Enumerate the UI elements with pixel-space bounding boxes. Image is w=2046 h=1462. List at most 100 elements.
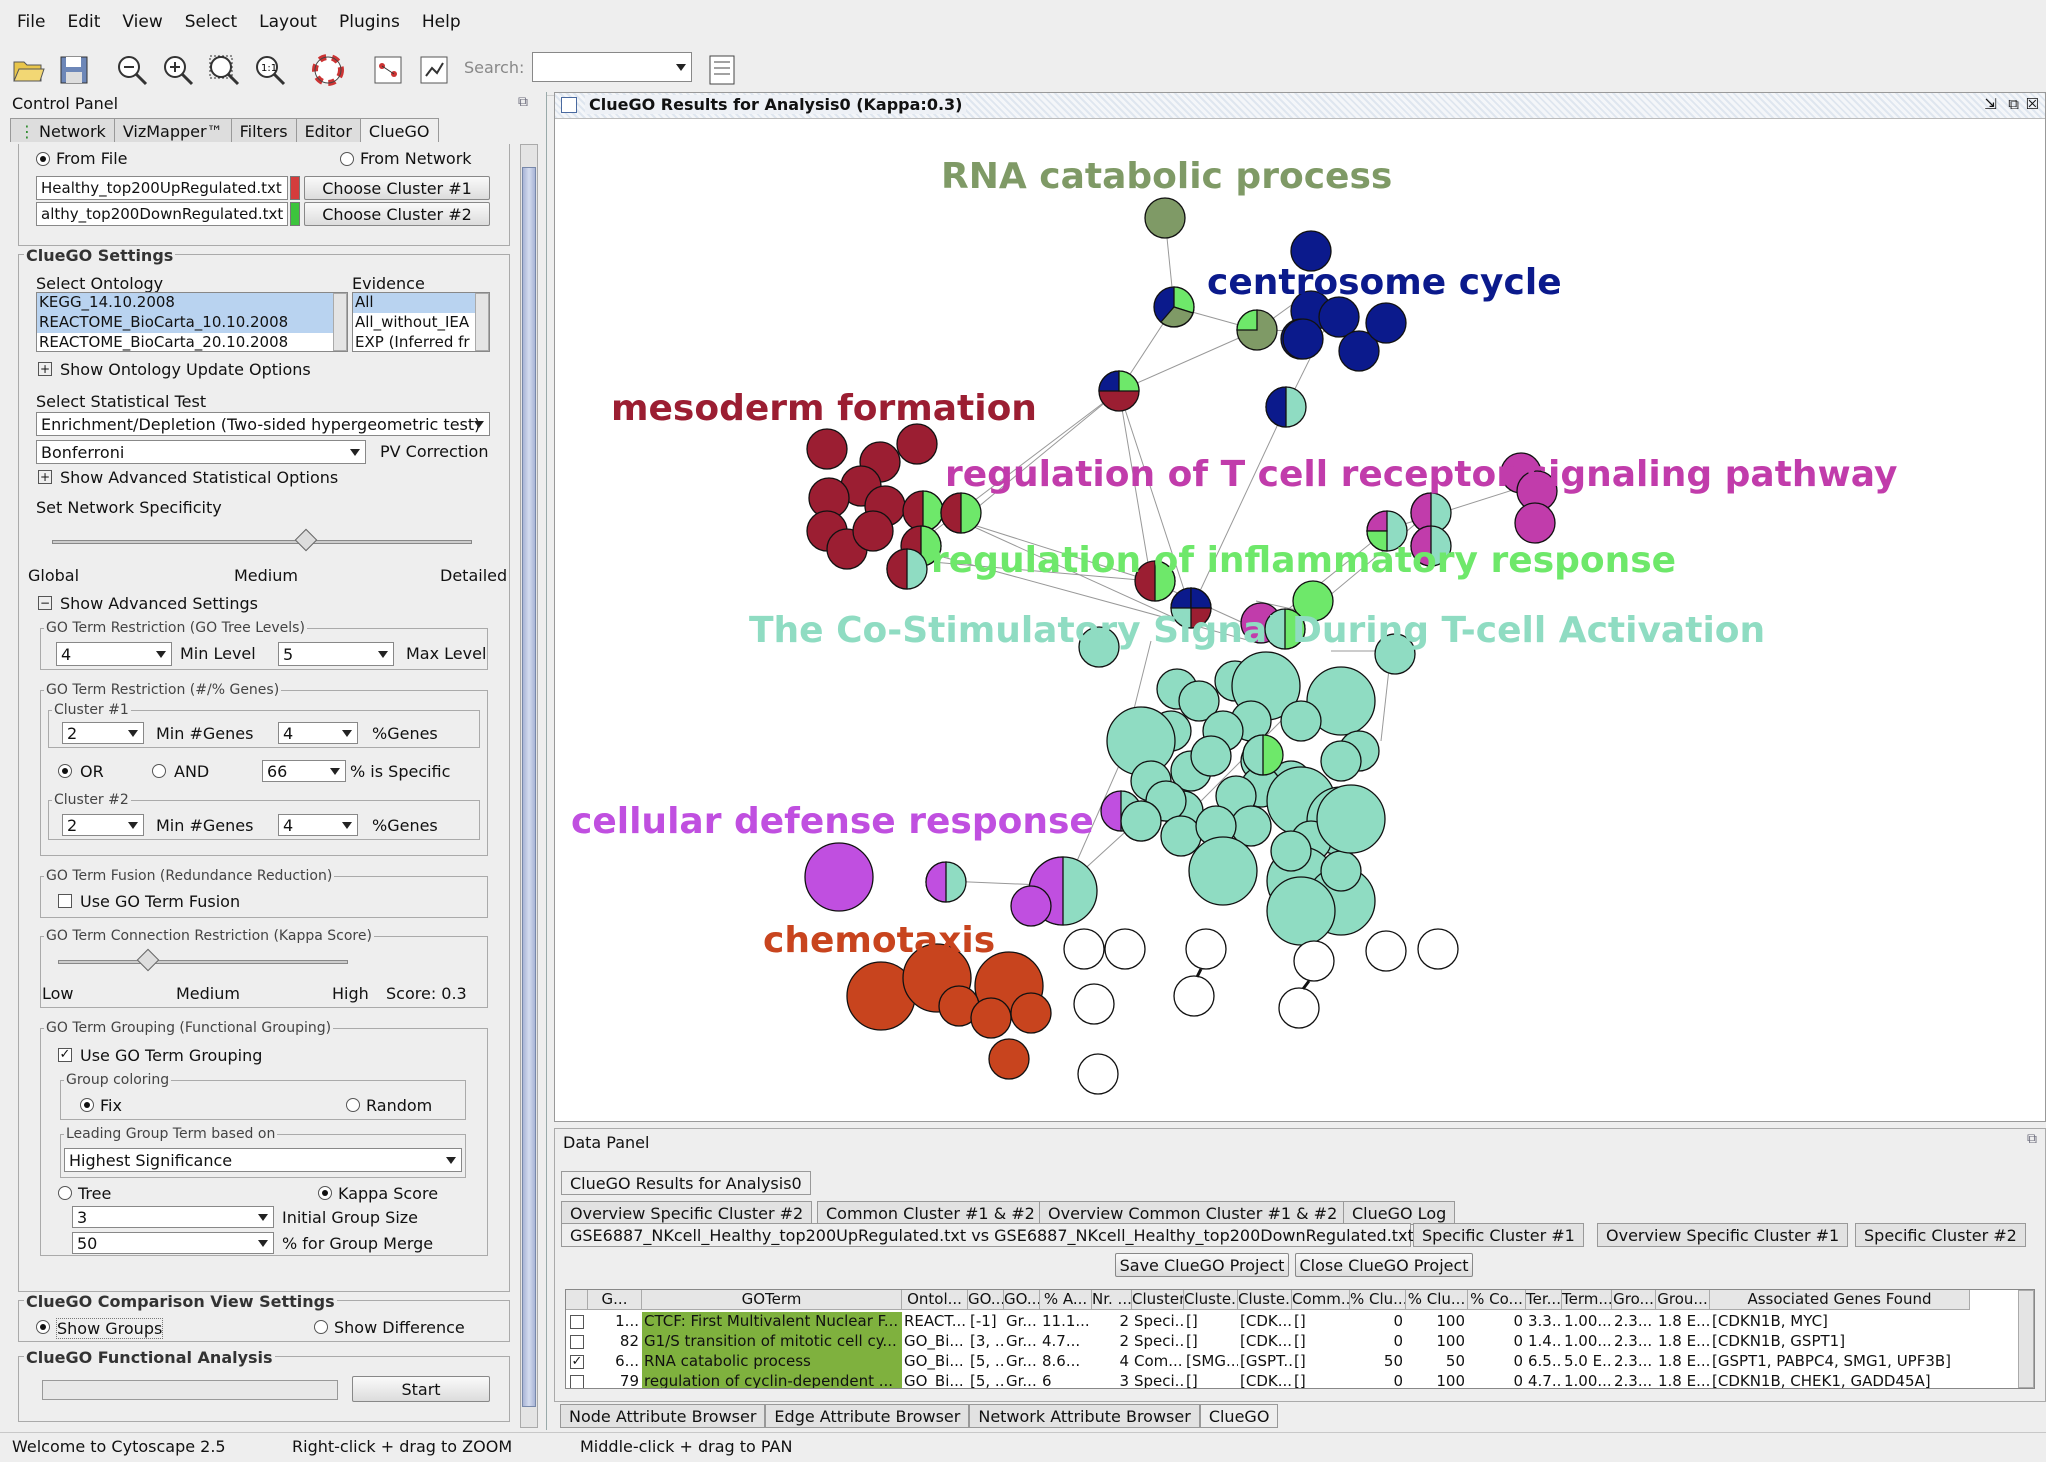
table-cell[interactable]: Speci...: [1134, 1372, 1184, 1389]
zoom-in-icon[interactable]: [160, 52, 196, 88]
table-cell[interactable]: 1.8 E...: [1658, 1312, 1710, 1330]
table-cell[interactable]: regulation of cyclin-dependent ...: [642, 1372, 902, 1388]
evidence-item[interactable]: All: [353, 293, 489, 313]
evidence-item[interactable]: All_without_IEA: [355, 313, 470, 331]
column-header[interactable]: Cluste...: [1184, 1290, 1238, 1310]
column-header[interactable]: Ontol...: [902, 1290, 968, 1310]
c1-pct-genes-select[interactable]: 4: [278, 722, 358, 744]
specificity-slider-track[interactable]: [52, 540, 472, 544]
table-cell[interactable]: 4.7...: [1042, 1332, 1081, 1350]
zoom-out-icon[interactable]: [114, 52, 150, 88]
close-project-button[interactable]: Close ClueGO Project: [1295, 1253, 1473, 1277]
ontology-item[interactable]: REACTOME_BioCarta_10.10.2008: [37, 313, 347, 333]
tab-common[interactable]: Common Cluster #1 & #2: [817, 1201, 1044, 1225]
tab-specific2[interactable]: Specific Cluster #2: [1855, 1223, 2026, 1247]
table-cell[interactable]: 100: [1436, 1332, 1465, 1350]
specific-select[interactable]: 66: [262, 760, 346, 782]
table-cell[interactable]: 2.3...: [1614, 1352, 1653, 1370]
cluster1-color-swatch[interactable]: [290, 176, 300, 200]
float-panel-icon[interactable]: ⧉: [518, 94, 528, 110]
tab-overview-specific2[interactable]: Overview Specific Cluster #2: [561, 1201, 813, 1225]
row-checkbox[interactable]: [570, 1315, 584, 1329]
table-cell[interactable]: CTCF: First Multivalent Nuclear F...: [642, 1312, 902, 1332]
show-adv-stat-toggle[interactable]: Show Advanced Statistical Options: [60, 468, 339, 487]
collapse-icon[interactable]: −: [38, 596, 52, 610]
table-cell[interactable]: 4.7...: [1528, 1372, 1562, 1389]
table-cell[interactable]: 2.3...: [1614, 1332, 1653, 1350]
table-cell[interactable]: [3, ...: [970, 1332, 1004, 1350]
table-cell[interactable]: GO_Bi...: [904, 1372, 964, 1389]
tab-network-attributes[interactable]: Network Attribute Browser: [969, 1404, 1200, 1428]
table-cell[interactable]: [5, ...: [970, 1352, 1004, 1370]
table-cell[interactable]: 1.4...: [1528, 1332, 1562, 1350]
table-cell[interactable]: Gr...: [1006, 1312, 1037, 1330]
ontology-list[interactable]: KEGG_14.10.2008 REACTOME_BioCarta_10.10.…: [36, 292, 348, 352]
save-project-button[interactable]: Save ClueGO Project: [1115, 1253, 1289, 1277]
menu-select[interactable]: Select: [184, 12, 238, 32]
maximize-icon[interactable]: ⧉: [2008, 95, 2019, 113]
table-cell[interactable]: []: [1294, 1332, 1306, 1350]
from-file-radio[interactable]: [36, 152, 50, 166]
random-radio[interactable]: [346, 1098, 360, 1112]
use-fusion-checkbox[interactable]: [58, 894, 72, 908]
table-cell[interactable]: REACT...: [904, 1312, 967, 1330]
table-cell[interactable]: 6...: [615, 1352, 639, 1370]
table-cell[interactable]: [CDK...: [1240, 1372, 1292, 1389]
column-header[interactable]: Associated Genes Found: [1710, 1290, 1970, 1310]
table-cell[interactable]: 3.3...: [1528, 1312, 1562, 1330]
row-checkbox[interactable]: [570, 1335, 584, 1349]
table-cell[interactable]: 0: [1513, 1312, 1523, 1330]
tab-comparison[interactable]: GSE6887_NKcell_Healthy_top200UpRegulated…: [561, 1223, 1414, 1247]
evidence-scrollbar[interactable]: [475, 293, 489, 351]
table-cell[interactable]: [CDKN1B, GSPT1]: [1712, 1332, 1846, 1350]
ontology-scrollbar[interactable]: [333, 293, 347, 351]
c2-min-genes-select[interactable]: 2: [62, 814, 144, 836]
show-update-toggle[interactable]: Show Ontology Update Options: [60, 360, 311, 379]
tab-network[interactable]: ⋮ Network: [10, 118, 115, 142]
show-difference-radio[interactable]: [314, 1320, 328, 1334]
min-level-select[interactable]: 4: [56, 642, 172, 666]
menu-file[interactable]: File: [17, 12, 46, 32]
kappa-radio[interactable]: [318, 1186, 332, 1200]
tab-editor[interactable]: Editor: [295, 118, 361, 142]
table-cell[interactable]: 50: [1383, 1352, 1403, 1370]
evidence-list[interactable]: All All_without_IEA EXP (Inferred fr: [352, 292, 490, 352]
tab-cluego-log[interactable]: ClueGO Log: [1343, 1201, 1456, 1225]
menu-view[interactable]: View: [122, 12, 163, 32]
choose-cluster1-button[interactable]: Choose Cluster #1: [304, 176, 490, 200]
ontology-item[interactable]: REACTOME_BioCarta_20.10.2008: [39, 333, 289, 351]
search-options-icon[interactable]: [704, 52, 740, 88]
table-cell[interactable]: [SMG...: [1186, 1352, 1238, 1370]
start-button[interactable]: Start: [352, 1376, 490, 1402]
tab-vizmapper[interactable]: VizMapper™: [113, 118, 232, 142]
menu-help[interactable]: Help: [421, 12, 461, 32]
choose-cluster2-button[interactable]: Choose Cluster #2: [304, 202, 490, 226]
tab-edge-attributes[interactable]: Edge Attribute Browser: [765, 1404, 970, 1428]
minimize-icon[interactable]: ⇲: [1984, 95, 1997, 113]
menu-layout[interactable]: Layout: [259, 12, 317, 32]
column-header[interactable]: Comm...: [1292, 1290, 1350, 1310]
float-panel-icon[interactable]: ⧉: [2027, 1131, 2037, 1147]
table-cell[interactable]: 5.0 E...: [1564, 1352, 1612, 1370]
table-cell[interactable]: 6: [1042, 1372, 1052, 1389]
table-cell[interactable]: 2: [1119, 1312, 1129, 1330]
control-panel-scrollbar[interactable]: [520, 144, 538, 1428]
column-header[interactable]: Nr. ...: [1092, 1290, 1132, 1310]
table-cell[interactable]: 79: [619, 1372, 639, 1389]
table-cell[interactable]: 1.00...: [1564, 1372, 1612, 1389]
table-cell[interactable]: 2: [1119, 1332, 1129, 1350]
table-cell[interactable]: [CDKN1B, MYC]: [1712, 1312, 1828, 1330]
c2-pct-genes-select[interactable]: 4: [278, 814, 358, 836]
tab-cluego-bottom[interactable]: ClueGO: [1199, 1404, 1279, 1428]
cluster2-color-swatch[interactable]: [290, 202, 300, 226]
column-header[interactable]: Cluste...: [1238, 1290, 1292, 1310]
close-icon[interactable]: ☒: [2025, 95, 2039, 113]
row-checkbox[interactable]: [570, 1375, 584, 1388]
ontology-item[interactable]: KEGG_14.10.2008: [37, 293, 347, 313]
table-cell[interactable]: G1/S transition of mitotic cell cy...: [642, 1332, 902, 1352]
table-cell[interactable]: 100: [1436, 1372, 1465, 1389]
table-cell[interactable]: 1.8 E...: [1658, 1352, 1710, 1370]
table-cell[interactable]: GO_Bi...: [904, 1332, 964, 1350]
table-cell[interactable]: Gr...: [1006, 1352, 1037, 1370]
tree-radio[interactable]: [58, 1186, 72, 1200]
